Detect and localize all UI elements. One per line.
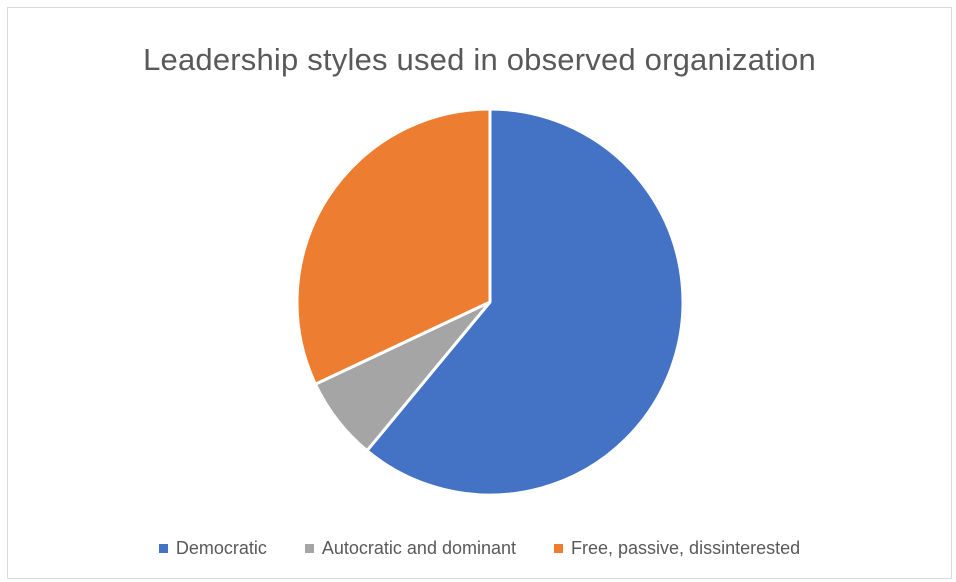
legend-item-autocratic: Autocratic and dominant — [304, 538, 517, 559]
legend-label-democratic: Democratic — [175, 538, 267, 558]
legend-label-free-passive: Free, passive, dissinterested — [571, 538, 801, 558]
pie-slice-free-passive — [295, 107, 492, 386]
pie-chart — [295, 107, 685, 497]
chart-frame: Leadership styles used in observed organ… — [7, 7, 952, 579]
chart-title: Leadership styles used in observed organ… — [143, 42, 816, 77]
legend: Democratic Autocratic and dominant Free,… — [8, 538, 951, 559]
legend-item-democratic: Democratic — [158, 538, 267, 559]
legend-item-free-passive: Free, passive, dissinterested — [554, 538, 800, 559]
legend-swatch-autocratic — [304, 544, 314, 553]
legend-label-autocratic: Autocratic and dominant — [321, 538, 517, 558]
legend-swatch-democratic — [158, 544, 168, 553]
pie-slice-democratic — [365, 107, 685, 497]
legend-swatch-free-passive — [554, 544, 564, 553]
